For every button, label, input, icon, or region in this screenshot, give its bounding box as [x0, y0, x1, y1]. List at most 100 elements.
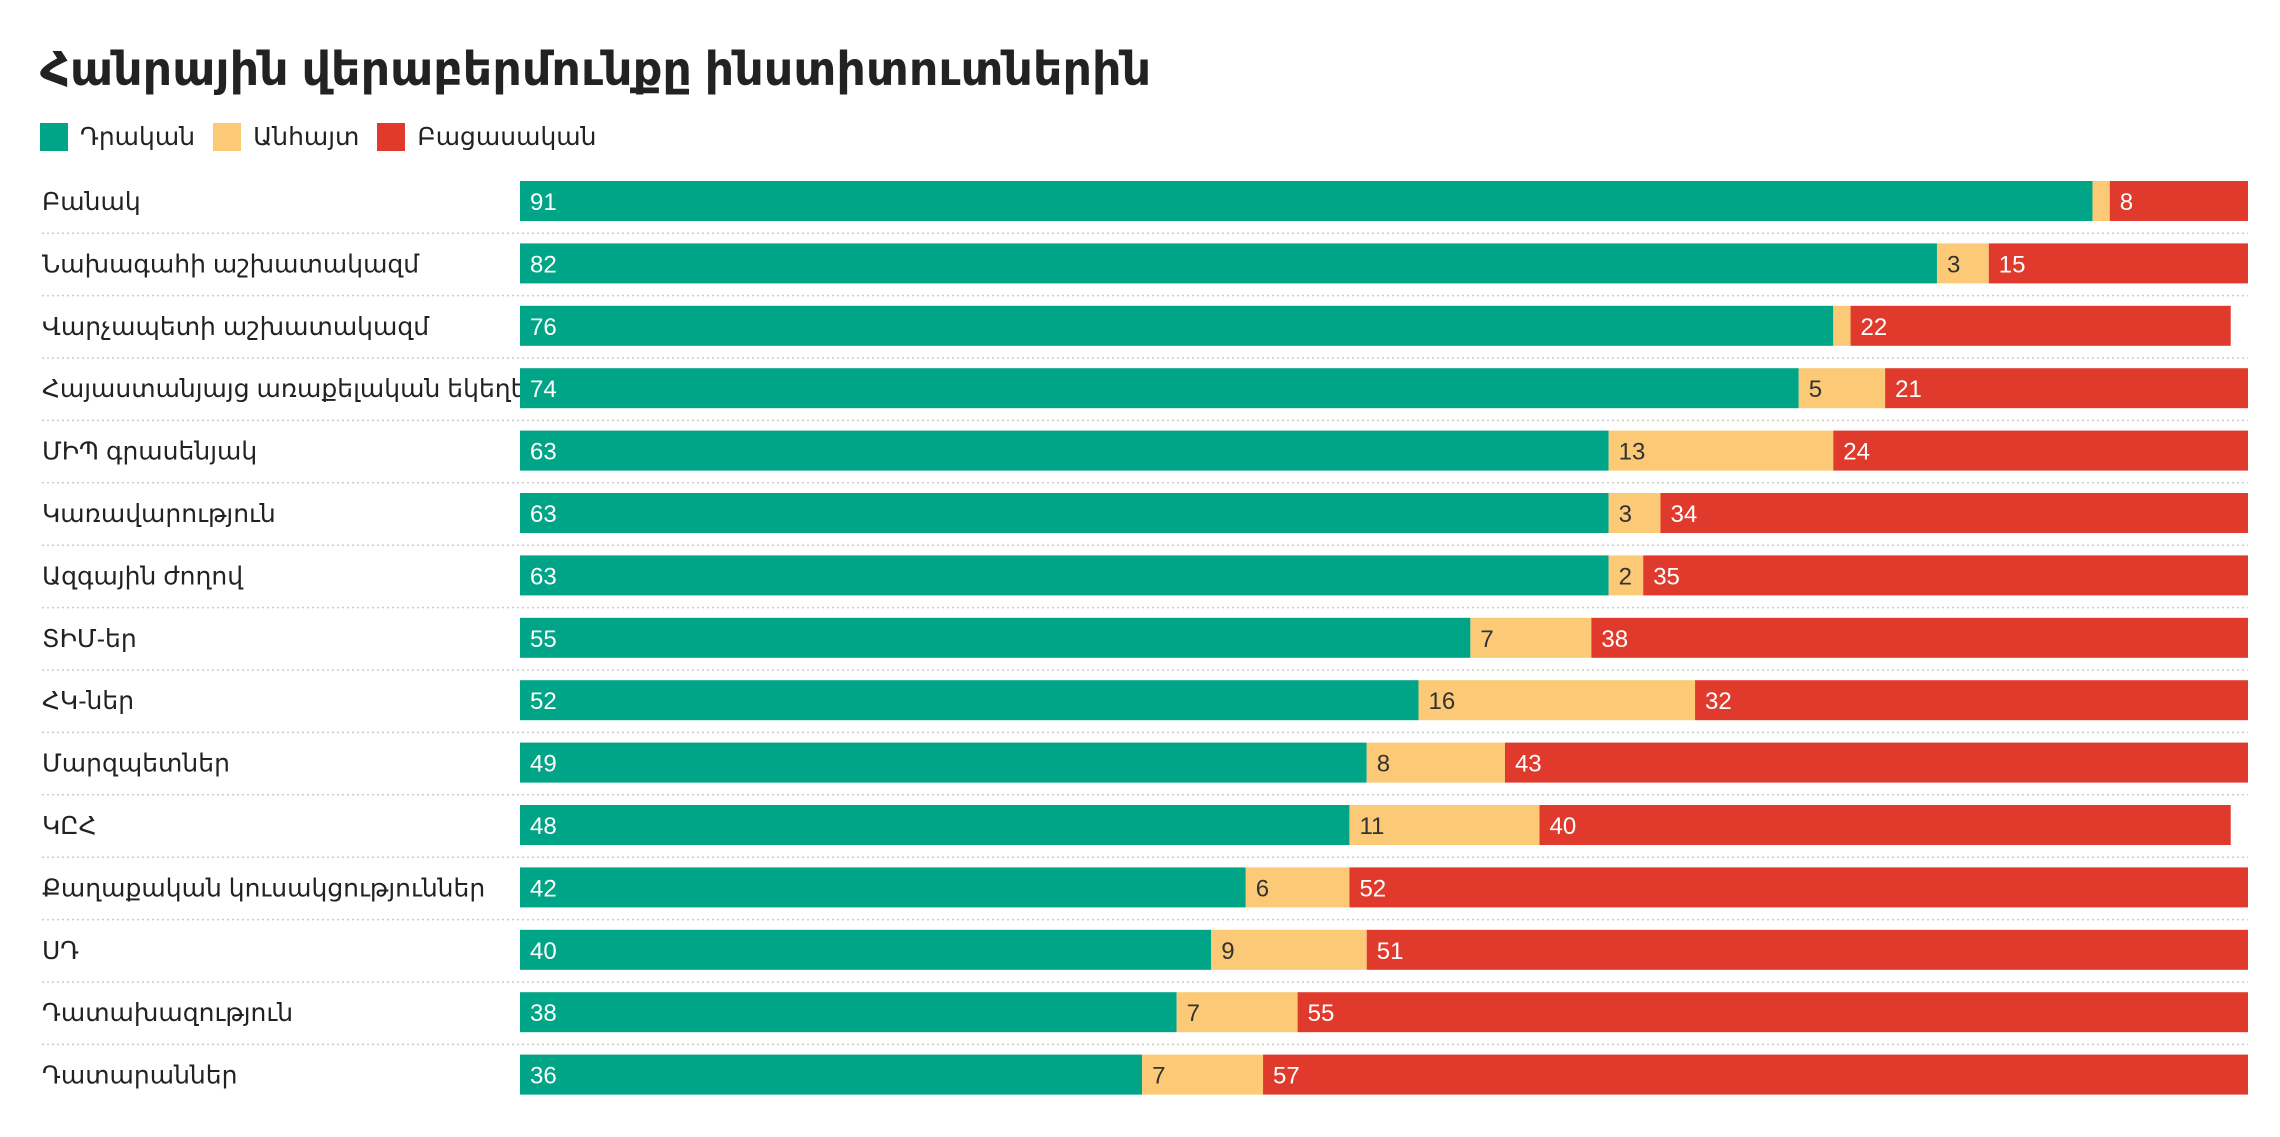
category-label: ՏԻՄ-եր: [42, 625, 137, 653]
bar-segment-negative: [1988, 243, 2248, 284]
data-label-negative: 52: [1359, 875, 1386, 902]
bar-row: Նախագահի աշխատակազմ 82 3 15: [42, 232, 2248, 284]
bar-segment-negative: [1833, 430, 2248, 471]
bar-segment-unknown: [1833, 305, 1851, 346]
bar-row: Կառավարություն 63 3 34: [42, 482, 2248, 533]
bar-segment-unknown: [1608, 430, 1834, 471]
data-label-positive: 42: [530, 875, 557, 902]
bar-row: ՍԴ 40 9 51: [42, 918, 2248, 970]
data-label-positive: 74: [530, 376, 557, 403]
bar-segment-positive: [520, 305, 1834, 346]
bar-segment-unknown: [1798, 368, 1886, 409]
bar-row: ՄԻՊ գրասենյակ 63 13 24: [42, 419, 2248, 471]
data-label-unknown: 11: [1359, 813, 1384, 840]
bar-row: ՏԻՄ-եր 55 7 38: [42, 606, 2248, 658]
legend-swatch-unknown: [213, 123, 242, 151]
data-label-unknown: 7: [1187, 1000, 1200, 1027]
bar-segment-negative: [1643, 555, 2248, 596]
category-label: Բանակ: [42, 188, 141, 216]
data-label-positive: 52: [530, 688, 557, 715]
bar-segment-negative: [1850, 305, 2231, 346]
bar-segment-unknown: [1608, 493, 1661, 533]
bar-row: Մարզպետներ 49 8 43: [42, 731, 2248, 783]
data-label-unknown: 9: [1221, 938, 1234, 965]
bar-segment-negative: [1263, 1054, 2248, 1095]
data-label-negative: 55: [1308, 1000, 1335, 1027]
bar-segment-positive: [520, 680, 1419, 721]
legend-label-unknown: Անհայտ: [253, 123, 360, 151]
category-label: Դատարաններ: [42, 1062, 237, 1090]
data-label-negative: 15: [1999, 251, 2026, 278]
category-label: ՀԿ-ներ: [42, 687, 134, 715]
legend-label-positive: Դրական: [80, 123, 196, 151]
data-label-positive: 63: [530, 439, 557, 466]
bar-segment-positive: [520, 430, 1609, 471]
bar-segment-positive: [520, 555, 1609, 596]
bar-row: Վարչապետի աշխատակազմ 76 22: [42, 294, 2248, 346]
category-label: ՄԻՊ գրասենյակ: [42, 438, 257, 466]
data-label-positive: 36: [530, 1063, 557, 1090]
data-label-negative: 43: [1515, 751, 1542, 778]
data-label-positive: 38: [530, 1000, 557, 1027]
data-label-negative: 57: [1273, 1063, 1300, 1090]
category-label: Վարչապետի աշխատակազմ: [42, 313, 430, 341]
category-label: Քաղաքական կուսակցություններ: [42, 874, 485, 902]
bar-segment-positive: [520, 867, 1246, 908]
bar-row: Բանակ 91 8: [42, 181, 2248, 221]
bar-row: Դատախազություն 38 7 55: [42, 981, 2248, 1033]
category-label: Կառավարություն: [42, 500, 276, 528]
data-label-positive: 82: [530, 251, 557, 278]
bar-segment-positive: [520, 493, 1609, 533]
legend-label-negative: Բացասական: [417, 123, 597, 151]
category-label: ՍԴ: [42, 937, 79, 965]
bar-segment-positive: [520, 992, 1177, 1033]
data-label-unknown: 2: [1619, 563, 1632, 590]
data-label-negative: 34: [1670, 501, 1697, 528]
data-label-negative: 21: [1895, 376, 1922, 403]
data-label-unknown: 7: [1152, 1063, 1165, 1090]
bar-segment-unknown: [1211, 929, 1367, 970]
data-label-negative: 32: [1705, 688, 1732, 715]
bar-segment-positive: [520, 805, 1350, 845]
data-label-negative: 24: [1843, 439, 1870, 466]
bar-row: ԿԸՀ 48 11 40: [42, 794, 2248, 845]
bar-segment-unknown: [1470, 617, 1592, 658]
data-label-negative: 8: [2120, 189, 2133, 216]
bar-segment-unknown: [1349, 805, 1540, 845]
data-label-negative: 22: [1861, 314, 1888, 341]
category-label: Ազգային ժողով: [42, 562, 244, 590]
bar-segment-unknown: [1366, 742, 1505, 783]
bar-segment-unknown: [2092, 181, 2110, 221]
legend-item-positive: Դրական: [40, 122, 195, 152]
category-label: Մարզպետներ: [42, 750, 230, 778]
data-label-unknown: 3: [1947, 251, 1960, 278]
data-label-unknown: 16: [1429, 688, 1456, 715]
bar-segment-unknown: [1142, 1054, 1264, 1095]
bar-segment-negative: [1660, 493, 2248, 533]
data-label-unknown: 6: [1256, 875, 1269, 902]
data-label-negative: 40: [1550, 813, 1577, 840]
data-label-negative: 38: [1601, 626, 1628, 653]
legend-swatch-negative: [377, 123, 406, 151]
bar-segment-negative: [1695, 680, 2248, 721]
data-label-unknown: 7: [1480, 626, 1493, 653]
bar-segment-positive: [520, 181, 2093, 221]
bar-segment-negative: [1366, 929, 2248, 970]
category-label: ԿԸՀ: [42, 812, 97, 840]
data-label-positive: 63: [530, 501, 557, 528]
bar-segment-positive: [520, 243, 1937, 284]
category-label: Նախագահի աշխատակազմ: [42, 250, 420, 278]
chart-title: Հանրային վերաբերմունքը ինստիտուտներին: [40, 43, 1152, 95]
bar-row: Քաղաքական կուսակցություններ 42 6 52: [42, 856, 2248, 908]
data-label-positive: 55: [530, 626, 557, 653]
data-label-unknown: 3: [1619, 501, 1632, 528]
legend-item-negative: Բացասական: [377, 122, 596, 152]
bar-segment-negative: [1539, 805, 2231, 845]
data-label-positive: 48: [530, 813, 557, 840]
bar-segment-unknown: [1936, 243, 1989, 284]
bar-segment-positive: [520, 929, 1212, 970]
bar-row: ՀԿ-ներ 52 16 32: [42, 669, 2248, 721]
data-label-positive: 49: [530, 751, 557, 778]
